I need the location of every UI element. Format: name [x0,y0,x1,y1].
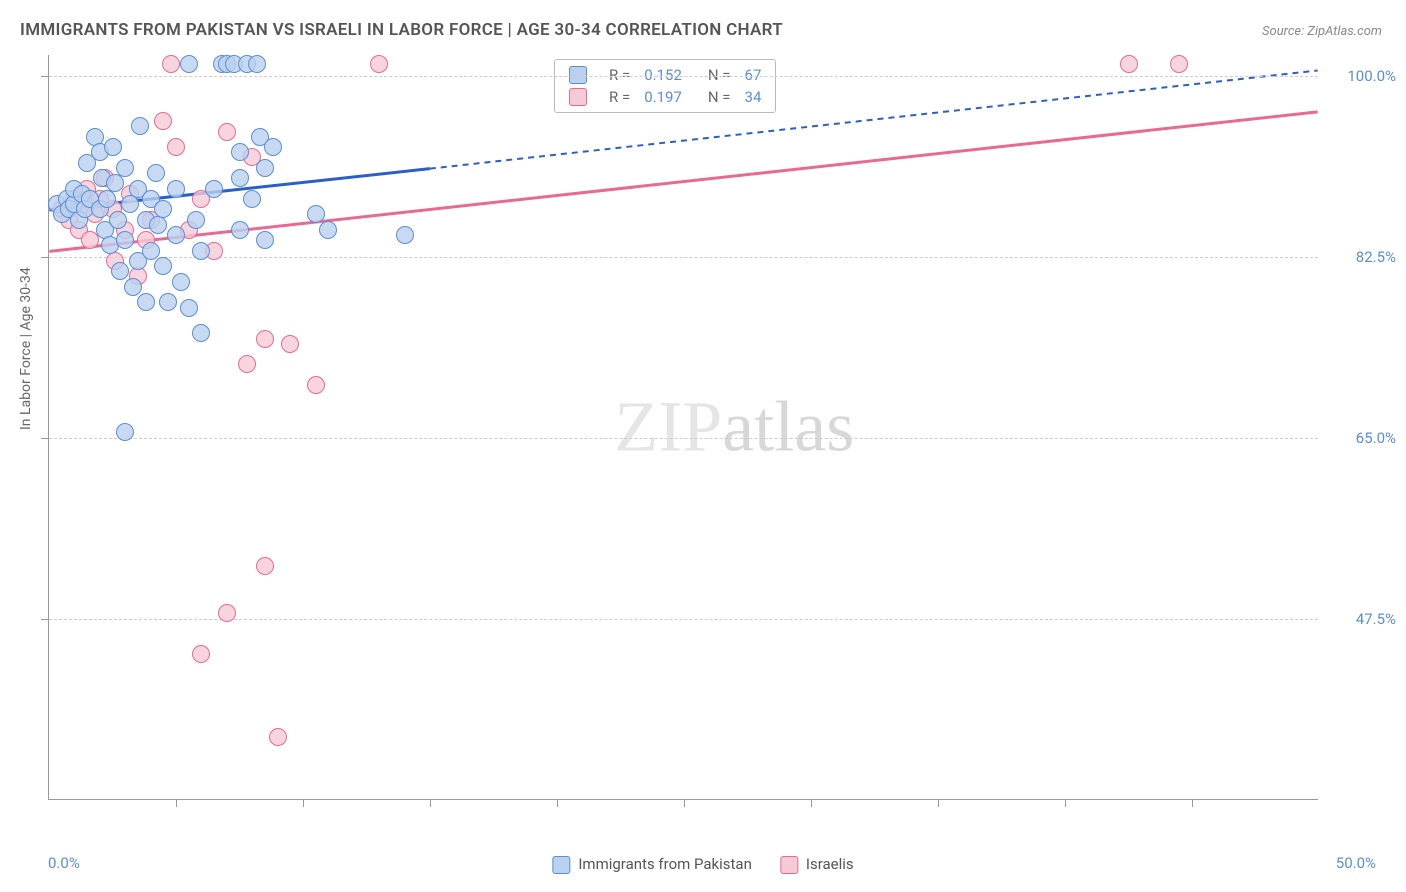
scatter-point-israelis [1170,55,1188,73]
scatter-point-israelis [256,557,274,575]
scatter-point-pakistan [131,117,149,135]
scatter-point-pakistan [111,262,129,280]
y-tick [41,619,49,620]
scatter-point-pakistan [147,164,165,182]
scatter-point-pakistan [231,143,249,161]
chart-title: IMMIGRANTS FROM PAKISTAN VS ISRAELI IN L… [20,20,783,40]
r-label: R = [609,88,630,106]
scatter-point-israelis [218,123,236,141]
bottom-legend: Immigrants from Pakistan Israelis [552,855,853,874]
scatter-point-israelis [269,728,287,746]
scatter-point-pakistan [116,231,134,249]
gridline [49,76,1318,77]
scatter-point-pakistan [187,211,205,229]
x-tick [938,799,939,807]
scatter-point-pakistan [142,242,160,260]
scatter-point-pakistan [256,159,274,177]
legend-swatch [552,856,570,874]
scatter-point-israelis [238,355,256,373]
y-tick-label: 65.0% [1356,429,1396,447]
scatter-point-pakistan [231,221,249,239]
scatter-point-pakistan [319,221,337,239]
legend-label: Israelis [806,855,854,873]
gridline [49,257,1318,258]
scatter-plot-area: ZIPatlas R =0.152N =67R =0.197N =34 47.5… [48,55,1318,800]
scatter-point-pakistan [154,200,172,218]
y-tick-label: 82.5% [1356,248,1396,266]
scatter-point-pakistan [98,190,116,208]
scatter-point-pakistan [104,138,122,156]
scatter-point-israelis [162,55,180,73]
scatter-point-israelis [218,604,236,622]
scatter-point-pakistan [116,423,134,441]
y-tick [41,257,49,258]
gridline [49,619,1318,620]
x-axis-min-label: 0.0% [48,854,80,872]
scatter-point-pakistan [243,190,261,208]
scatter-point-pakistan [248,55,266,73]
scatter-point-pakistan [116,159,134,177]
scatter-point-pakistan [192,242,210,260]
y-tick [41,76,49,77]
legend-label: Immigrants from Pakistan [578,855,752,873]
legend-swatch [569,88,587,106]
scatter-point-pakistan [231,169,249,187]
x-tick [557,799,558,807]
scatter-point-israelis [307,376,325,394]
scatter-point-pakistan [159,293,177,311]
scatter-point-pakistan [109,211,127,229]
x-tick [684,799,685,807]
scatter-point-israelis [370,55,388,73]
y-tick-label: 47.5% [1356,610,1396,628]
scatter-point-israelis [256,330,274,348]
x-tick [1192,799,1193,807]
x-tick [1065,799,1066,807]
scatter-point-israelis [154,112,172,130]
scatter-point-pakistan [307,205,325,223]
x-tick [811,799,812,807]
scatter-point-pakistan [121,195,139,213]
scatter-point-israelis [192,645,210,663]
legend-item: Israelis [780,855,854,874]
r-value: 0.197 [644,88,682,106]
legend-swatch [780,856,798,874]
scatter-point-pakistan [106,174,124,192]
scatter-point-pakistan [167,180,185,198]
scatter-point-pakistan [192,324,210,342]
scatter-point-pakistan [180,299,198,317]
scatter-point-pakistan [396,226,414,244]
scatter-point-pakistan [264,138,282,156]
scatter-point-pakistan [149,216,167,234]
scatter-point-israelis [281,335,299,353]
n-label: N = [708,88,731,106]
scatter-point-pakistan [205,180,223,198]
x-tick [303,799,304,807]
scatter-point-pakistan [167,226,185,244]
stats-row: R = 0.197 N = 34 [555,86,775,108]
scatter-point-israelis [167,138,185,156]
scatter-point-pakistan [154,257,172,275]
scatter-point-pakistan [137,293,155,311]
source-attribution: Source: ZipAtlas.com [1262,24,1382,39]
x-tick [176,799,177,807]
stats-legend-box: R =0.152N =67R =0.197N =34 [554,59,776,113]
y-axis-label: In Labor Force | Age 30-34 [18,267,34,430]
x-tick [430,799,431,807]
n-value: 34 [745,88,762,106]
trend-lines-svg [49,55,1318,799]
y-tick-label: 100.0% [1347,67,1396,85]
y-tick [41,438,49,439]
scatter-point-pakistan [124,278,142,296]
scatter-point-pakistan [256,231,274,249]
x-axis-max-label: 50.0% [1336,854,1376,872]
gridline [49,438,1318,439]
scatter-point-pakistan [180,55,198,73]
legend-item: Immigrants from Pakistan [552,855,752,874]
scatter-point-israelis [1120,55,1138,73]
scatter-point-pakistan [172,273,190,291]
